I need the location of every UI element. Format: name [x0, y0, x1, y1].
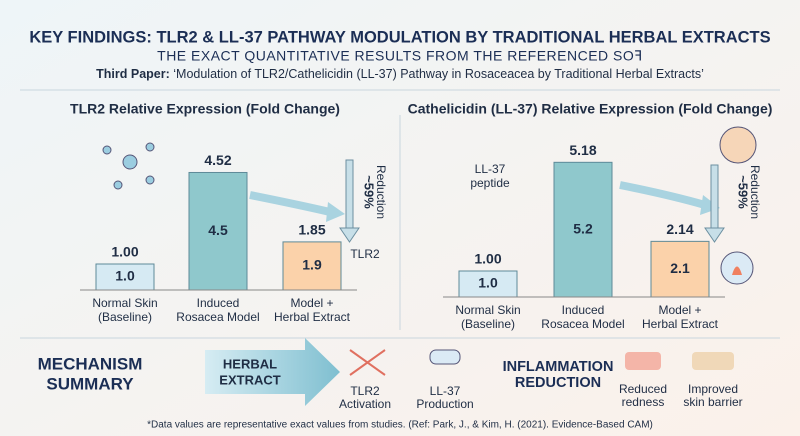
- x-tick-label: Induced: [562, 303, 605, 317]
- inner-label: 4.5: [208, 222, 228, 238]
- arrow-label: HERBAL: [223, 356, 277, 371]
- step-label: TLR2: [350, 384, 380, 398]
- bar: [553, 161, 613, 298]
- inhibit-icon: [349, 349, 386, 376]
- trend-arrow: [249, 191, 331, 216]
- paper-title: ‘Modulation of TLR2/Cathelicidin (LL-37)…: [173, 67, 704, 81]
- reduction-value: ~59%: [362, 175, 377, 209]
- mechanism-title: SUMMARY: [46, 374, 134, 393]
- outcome-label: skin barrier: [683, 395, 742, 409]
- step-label: LL-37: [430, 384, 461, 398]
- reduction-value: ~59%: [736, 175, 751, 209]
- paper-line: Third Paper: ‘Modulation of TLR2/Catheli…: [96, 67, 704, 81]
- trend-arrow-head: [326, 202, 345, 222]
- trend-arrow: [619, 181, 707, 209]
- down-arrow-head: [339, 227, 360, 243]
- inner-label: 1.9: [302, 257, 322, 273]
- bacteria-icon: [719, 126, 757, 164]
- x-tick-label: Rosacea Model: [541, 317, 624, 331]
- chart-title: Cathelicidin (LL-37) Relative Expression…: [408, 101, 773, 117]
- arrow-label: EXTRACT: [219, 372, 280, 387]
- molecule-icon: [102, 142, 155, 190]
- bar: [95, 263, 155, 291]
- herbal-arrow: [205, 338, 340, 406]
- x-tick-label: Rosacea Model: [176, 310, 259, 324]
- x-tick-label: (Baseline): [461, 317, 515, 331]
- x-tick-label: Model +: [290, 296, 333, 310]
- value-label: 1.85: [298, 222, 325, 238]
- result-label: INFLAMMATION: [503, 359, 614, 375]
- reduction-label: Reduction: [748, 165, 762, 219]
- inner-label: 1.0: [478, 275, 498, 291]
- value-label: 4.52: [204, 152, 231, 168]
- down-arrow: [345, 159, 354, 231]
- x-tick-label: Normal Skin: [455, 303, 520, 317]
- down-arrow-head: [704, 227, 725, 243]
- bar: [458, 270, 518, 298]
- icon-label: TLR2: [350, 247, 380, 261]
- footnote: *Data values are representative exact va…: [147, 420, 653, 431]
- bar: [650, 240, 710, 298]
- outcome-label: redness: [622, 395, 665, 409]
- value-label: 2.14: [666, 221, 693, 237]
- reduction-label: Reduction: [374, 165, 388, 219]
- step-label: Production: [416, 397, 473, 411]
- inner-label: 2.1: [670, 260, 690, 276]
- paper-label: Third Paper:: [96, 67, 170, 81]
- inner-label: 1.0: [115, 268, 135, 284]
- subtitle: THE EXACT QUANTITATIVE RESULTS FROM THE …: [157, 48, 643, 64]
- step-label: Activation: [339, 397, 391, 411]
- value-label: 5.18: [569, 142, 596, 158]
- outcome-label: Reduced: [619, 382, 667, 396]
- x-tick-label: Herbal Extract: [642, 317, 719, 331]
- down-arrow: [710, 164, 719, 231]
- icon-label: peptide: [470, 176, 510, 190]
- inner-label: 5.2: [573, 220, 593, 236]
- peptide-icon: [429, 349, 461, 365]
- skin-icon: [625, 352, 661, 370]
- title: KEY FINDINGS: TLR2 & LL-37 PATHWAY MODUL…: [29, 28, 770, 46]
- mechanism-title: MECHANISM: [38, 354, 143, 373]
- x-tick-label: Model +: [658, 303, 701, 317]
- icon-label: LL-37: [475, 162, 506, 176]
- bar: [282, 241, 342, 291]
- value-label: 1.00: [111, 244, 138, 260]
- x-tick-label: Induced: [197, 296, 240, 310]
- value-label: 1.00: [474, 251, 501, 267]
- x-tick-label: Herbal Extract: [274, 310, 351, 324]
- outcome-label: Improved: [688, 382, 738, 396]
- x-tick-label: (Baseline): [98, 310, 152, 324]
- result-label: REDUCTION: [515, 375, 601, 391]
- skin-icon: [692, 352, 734, 370]
- flame: [732, 266, 742, 275]
- x-tick-label: Normal Skin: [92, 296, 157, 310]
- chart-title: TLR2 Relative Expression (Fold Change): [70, 101, 340, 117]
- trend-arrow-head: [700, 195, 720, 215]
